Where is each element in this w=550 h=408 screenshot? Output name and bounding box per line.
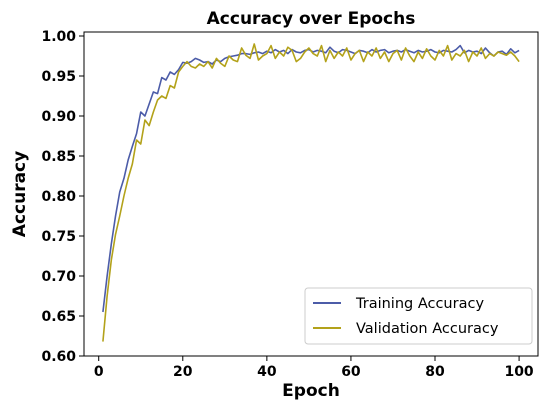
x-tick-label: 40 xyxy=(257,364,277,380)
x-tick-label: 0 xyxy=(94,364,104,380)
y-tick-label: 0.85 xyxy=(41,149,76,165)
legend-label-validation: Validation Accuracy xyxy=(356,321,499,337)
series-line-validation xyxy=(102,43,520,342)
plot-frame xyxy=(83,31,539,357)
y-tick-label: 0.80 xyxy=(41,189,76,205)
x-tick-label: 60 xyxy=(341,364,361,380)
y-axis-label: Accuracy xyxy=(10,151,30,237)
y-tick-label: 0.60 xyxy=(41,349,76,365)
x-tick-label: 100 xyxy=(504,364,533,380)
legend-label-training: Training Accuracy xyxy=(355,296,484,312)
legend-box xyxy=(304,287,533,345)
x-tick-label: 80 xyxy=(425,364,445,380)
y-tick-label: 0.65 xyxy=(41,309,76,325)
series-line-training xyxy=(102,44,520,313)
y-tick-label: 1.00 xyxy=(41,29,76,45)
y-tick-label: 0.95 xyxy=(41,69,76,85)
series-layer xyxy=(102,43,520,342)
x-axis-label: Epoch xyxy=(282,381,340,401)
y-tick-label: 0.90 xyxy=(41,109,76,125)
legend: Training Accuracy Validation Accuracy xyxy=(304,287,533,345)
plot-area: 0 20 40 60 80 100 0.60 0.65 0.70 0.75 0.80 0.85 0.9… xyxy=(41,29,539,380)
y-tick-label: 0.70 xyxy=(41,269,76,285)
y-tick-label: 0.75 xyxy=(41,229,76,245)
chart-title: Accuracy over Epochs xyxy=(207,9,416,29)
x-tick-label: 20 xyxy=(173,364,193,380)
x-axis: 0 20 40 60 80 100 xyxy=(94,356,534,380)
y-axis: 0.60 0.65 0.70 0.75 0.80 0.85 0.90 0.95 1.00 xyxy=(41,29,84,365)
